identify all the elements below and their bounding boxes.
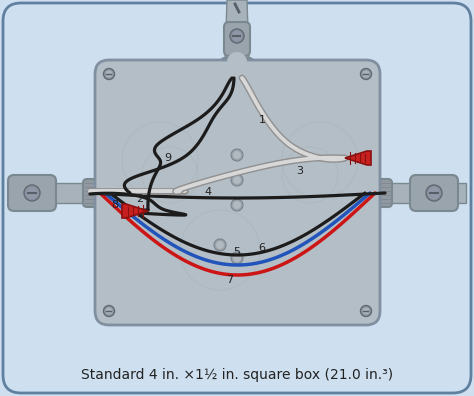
- Polygon shape: [345, 151, 371, 165]
- Circle shape: [232, 31, 242, 41]
- FancyBboxPatch shape: [368, 179, 392, 207]
- Circle shape: [428, 187, 440, 199]
- Circle shape: [230, 29, 244, 43]
- Polygon shape: [225, 0, 249, 60]
- Text: 2: 2: [137, 194, 144, 204]
- Circle shape: [426, 185, 442, 201]
- Text: 8: 8: [111, 200, 118, 210]
- Text: 6: 6: [258, 243, 265, 253]
- Circle shape: [106, 308, 112, 314]
- Circle shape: [361, 305, 372, 316]
- FancyBboxPatch shape: [3, 3, 471, 393]
- Text: 5: 5: [234, 247, 240, 257]
- Circle shape: [216, 241, 224, 249]
- Circle shape: [231, 174, 243, 186]
- Text: 7: 7: [227, 275, 234, 285]
- FancyBboxPatch shape: [221, 58, 253, 76]
- Text: Standard 4 in. ×1½ in. square box (21.0 in.³): Standard 4 in. ×1½ in. square box (21.0 …: [81, 368, 393, 382]
- Polygon shape: [8, 183, 95, 203]
- Polygon shape: [380, 183, 466, 203]
- Circle shape: [233, 254, 241, 262]
- Circle shape: [24, 185, 40, 201]
- Circle shape: [231, 149, 243, 161]
- Text: 4: 4: [204, 187, 211, 197]
- Circle shape: [363, 70, 370, 78]
- Text: 3: 3: [297, 166, 303, 176]
- Circle shape: [233, 176, 241, 184]
- Circle shape: [103, 305, 115, 316]
- Circle shape: [233, 201, 241, 209]
- Circle shape: [231, 252, 243, 264]
- Circle shape: [363, 308, 370, 314]
- Text: 9: 9: [164, 153, 172, 163]
- FancyBboxPatch shape: [95, 60, 380, 325]
- Circle shape: [214, 239, 226, 251]
- Circle shape: [231, 199, 243, 211]
- FancyBboxPatch shape: [224, 22, 250, 56]
- FancyBboxPatch shape: [8, 175, 56, 211]
- Circle shape: [361, 69, 372, 80]
- Circle shape: [26, 187, 38, 199]
- Circle shape: [106, 70, 112, 78]
- Polygon shape: [122, 204, 148, 218]
- Circle shape: [233, 151, 241, 159]
- Circle shape: [103, 69, 115, 80]
- FancyBboxPatch shape: [410, 175, 458, 211]
- FancyBboxPatch shape: [83, 179, 107, 207]
- Text: 1: 1: [258, 115, 265, 125]
- Circle shape: [227, 52, 247, 72]
